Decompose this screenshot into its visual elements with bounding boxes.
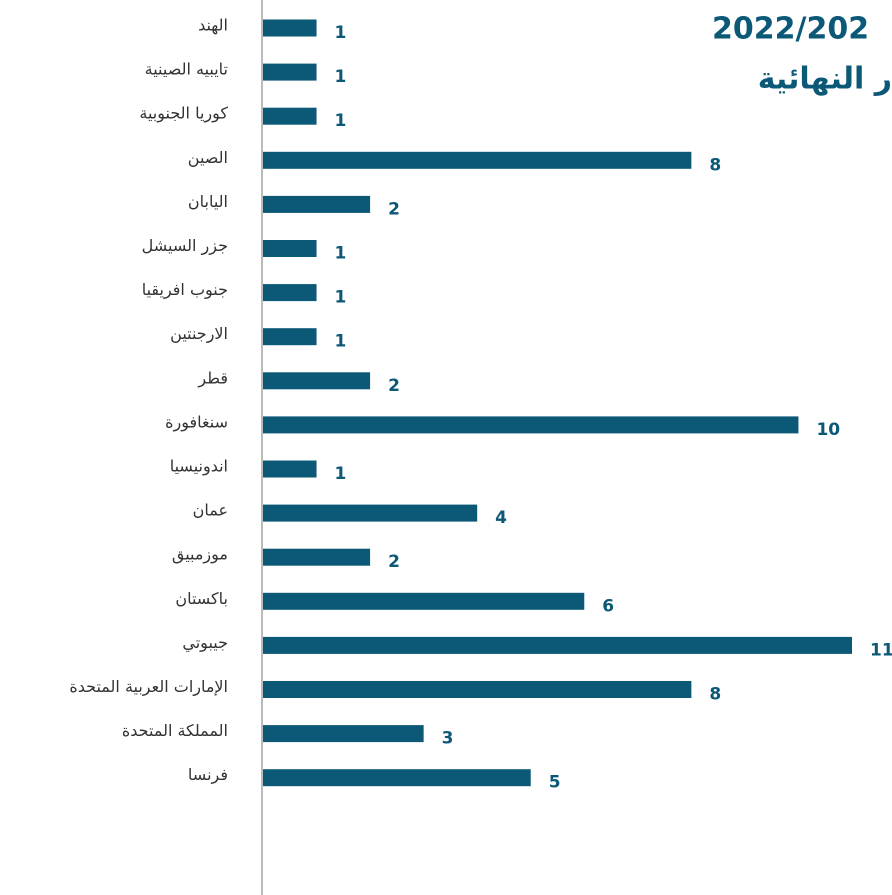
bar (263, 151, 692, 169)
category-label: كوريا الجنوبية (139, 104, 228, 124)
category-label: قطر (197, 368, 228, 388)
category-label: باكستان (175, 589, 228, 608)
chart-title: ر النهائية (758, 62, 892, 97)
value-label: 2 (388, 199, 400, 219)
category-label: فرنسا (188, 765, 228, 785)
bar (263, 107, 317, 125)
value-label: 1 (335, 288, 347, 308)
category-label: الارجنتين (170, 324, 228, 344)
value-label: 1 (335, 111, 347, 131)
value-label: 5 (549, 773, 561, 793)
bar (263, 460, 317, 478)
category-label: الصين (188, 148, 228, 168)
value-label: 1 (335, 244, 347, 264)
category-label: تايبيه الصينية (145, 60, 228, 79)
bar (263, 240, 317, 257)
bar (263, 372, 371, 390)
value-label: 1 (335, 332, 347, 352)
value-label: 3 (442, 729, 454, 749)
bar (263, 328, 317, 346)
category-label: عمان (193, 501, 228, 520)
bar (263, 195, 371, 213)
value-label: 8 (709, 155, 721, 175)
value-label: 11 (870, 640, 892, 660)
value-label: 2 (388, 376, 400, 396)
value-label: 10 (816, 420, 840, 440)
bar (263, 592, 585, 610)
value-label: 1 (335, 23, 347, 43)
category-label: موزمبيق (172, 545, 228, 565)
value-label: 8 (709, 685, 721, 705)
category-label: اندونيسيا (170, 457, 228, 477)
category-label: الإمارات العربية المتحدة (69, 677, 228, 697)
bar (263, 284, 317, 302)
category-label: سنغافورة (165, 412, 228, 432)
category-label: اليابان (188, 192, 228, 211)
value-label: 6 (602, 596, 614, 616)
category-label: الهند (198, 16, 228, 36)
value-label: 1 (335, 67, 347, 87)
bar (263, 636, 852, 654)
category-label: جزر السيشل (142, 236, 228, 256)
value-label: 1 (335, 464, 347, 484)
bar (263, 769, 531, 787)
category-label: جنوب افريقيا (142, 280, 228, 300)
category-label: المملكة المتحدة (122, 721, 228, 740)
value-label: 2 (388, 552, 400, 572)
bar (263, 725, 424, 743)
bar (263, 681, 692, 698)
bar (263, 504, 478, 522)
bar (263, 416, 799, 434)
chart-title: 2022/202 (712, 12, 869, 47)
category-label: جيبوتي (182, 633, 228, 653)
bar (263, 548, 371, 566)
bar (263, 19, 317, 37)
value-label: 4 (495, 508, 507, 528)
bar (263, 63, 317, 81)
